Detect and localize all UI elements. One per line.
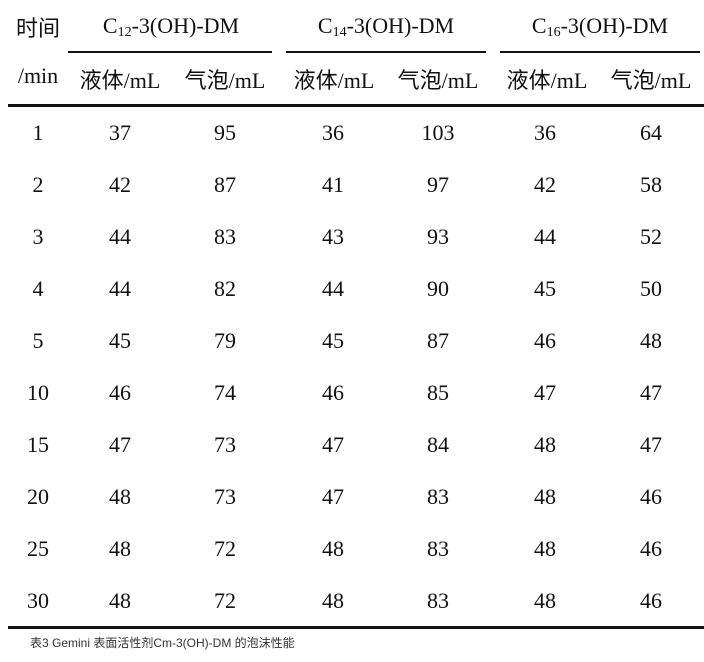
value-cell: 79 — [214, 328, 236, 353]
value-cell: 44 — [322, 276, 344, 301]
value-cell: 46 — [322, 380, 344, 405]
value-cell: 44 — [109, 276, 131, 301]
value-cell: 37 — [109, 120, 131, 145]
value-cell: 90 — [427, 276, 449, 301]
value-cell: 41 — [322, 172, 344, 197]
value-cell: 48 — [640, 328, 662, 353]
value-cell: 93 — [427, 224, 449, 249]
value-cell: 47 — [322, 432, 344, 457]
value-cell: 72 — [214, 536, 236, 561]
group-rule — [500, 51, 700, 53]
value-cell: 47 — [534, 380, 556, 405]
value-cell: 48 — [534, 484, 556, 509]
liquid-header: 液体/mL — [506, 68, 588, 93]
value-cell: 83 — [427, 484, 449, 509]
table-caption: 表3 Gemini 表面活性剂Cm-3(OH)-DM 的泡沫性能 — [30, 636, 295, 650]
foam-header: 气泡/mL — [610, 68, 692, 93]
value-cell: 83 — [427, 536, 449, 561]
time-cell: 4 — [32, 276, 44, 301]
time-cell: 15 — [27, 432, 49, 457]
value-cell: 46 — [109, 380, 131, 405]
value-cell: 85 — [427, 380, 449, 405]
value-cell: 46 — [640, 588, 662, 613]
value-cell: 42 — [534, 172, 556, 197]
group-header-c14: C14-3(OH)-DM — [317, 13, 455, 40]
group-rule — [286, 51, 486, 53]
value-cell: 50 — [640, 276, 662, 301]
foam-header: 气泡/mL — [184, 68, 266, 93]
time-cell: 1 — [32, 120, 44, 145]
value-cell: 74 — [214, 380, 236, 405]
value-cell: 45 — [534, 276, 556, 301]
value-cell: 47 — [640, 380, 662, 405]
liquid-header: 液体/mL — [79, 68, 161, 93]
value-cell: 47 — [640, 432, 662, 457]
value-cell: 43 — [322, 224, 344, 249]
value-cell: 46 — [640, 484, 662, 509]
value-cell: 58 — [640, 172, 662, 197]
value-cell: 97 — [427, 172, 449, 197]
time-header: 时间 — [15, 16, 61, 41]
time-cell: 10 — [27, 380, 49, 405]
value-cell: 48 — [109, 588, 131, 613]
time-cell: 30 — [27, 588, 49, 613]
time-unit-header: /min — [17, 63, 59, 88]
value-cell: 46 — [640, 536, 662, 561]
time-cell: 25 — [27, 536, 49, 561]
foam-header: 气泡/mL — [397, 68, 479, 93]
value-cell: 95 — [214, 120, 236, 145]
value-cell: 36 — [534, 120, 556, 145]
value-cell: 46 — [534, 328, 556, 353]
value-cell: 87 — [214, 172, 236, 197]
value-cell: 87 — [427, 328, 449, 353]
value-cell: 44 — [109, 224, 131, 249]
time-cell: 3 — [32, 224, 44, 249]
value-cell: 73 — [214, 484, 236, 509]
value-cell: 48 — [322, 536, 344, 561]
value-cell: 64 — [640, 120, 662, 145]
group-header-c16: C16-3(OH)-DM — [531, 13, 669, 40]
value-cell: 72 — [214, 588, 236, 613]
value-cell: 52 — [640, 224, 662, 249]
header-rule — [8, 104, 704, 107]
value-cell: 103 — [421, 120, 455, 145]
value-cell: 48 — [109, 484, 131, 509]
value-cell: 48 — [534, 588, 556, 613]
value-cell: 48 — [322, 588, 344, 613]
value-cell: 83 — [427, 588, 449, 613]
value-cell: 44 — [534, 224, 556, 249]
group-rule — [68, 51, 272, 53]
value-cell: 45 — [322, 328, 344, 353]
value-cell: 84 — [427, 432, 449, 457]
value-cell: 45 — [109, 328, 131, 353]
time-cell: 20 — [27, 484, 49, 509]
value-cell: 83 — [214, 224, 236, 249]
value-cell: 47 — [109, 432, 131, 457]
value-cell: 47 — [322, 484, 344, 509]
value-cell: 48 — [534, 536, 556, 561]
value-cell: 82 — [214, 276, 236, 301]
bottom-rule — [8, 626, 704, 629]
liquid-header: 液体/mL — [293, 68, 375, 93]
time-cell: 2 — [32, 172, 44, 197]
value-cell: 36 — [322, 120, 344, 145]
value-cell: 48 — [534, 432, 556, 457]
value-cell: 42 — [109, 172, 131, 197]
group-header-c12: C12-3(OH)-DM — [102, 13, 240, 40]
time-cell: 5 — [32, 328, 44, 353]
value-cell: 48 — [109, 536, 131, 561]
value-cell: 73 — [214, 432, 236, 457]
